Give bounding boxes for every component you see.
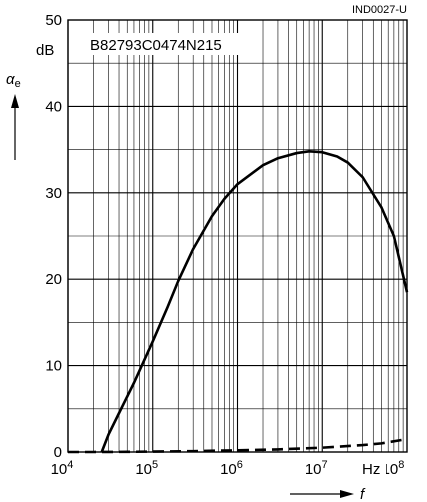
x-tick-label: 105 bbox=[135, 459, 158, 478]
grid bbox=[67, 19, 407, 453]
x-tick-labels: 104 105 106 107 108 bbox=[51, 459, 405, 478]
y-axis-symbol: α bbox=[6, 71, 15, 88]
x-tick-label: 107 bbox=[305, 459, 328, 478]
part-number-box bbox=[86, 33, 246, 55]
x-unit-box bbox=[356, 458, 386, 478]
x-tick-label: 104 bbox=[51, 459, 74, 478]
part-number: B82793C0474N215 bbox=[90, 37, 222, 54]
y-tick-labels: 0 10 20 30 40 50 bbox=[45, 12, 62, 461]
figure-code: IND0027-U bbox=[352, 4, 407, 16]
x-axis-arrow-head bbox=[340, 490, 354, 498]
y-tick-label: 50 bbox=[45, 12, 62, 29]
x-unit: Hz bbox=[362, 461, 380, 478]
y-tick-label: 40 bbox=[45, 98, 62, 115]
plot-frame bbox=[67, 19, 408, 453]
x-axis-label: f bbox=[360, 486, 366, 502]
y-axis-subscript: e bbox=[15, 78, 21, 90]
series-line-solid bbox=[100, 150, 409, 453]
y-axis-arrow-head bbox=[11, 94, 19, 108]
x-tick-label: 106 bbox=[220, 459, 243, 478]
y-tick-label: 0 bbox=[54, 444, 62, 461]
y-axis-label: αe bbox=[6, 71, 21, 90]
y-tick-label: 10 bbox=[45, 358, 62, 375]
y-tick-label: 30 bbox=[45, 185, 62, 202]
y-unit-box bbox=[32, 40, 66, 60]
y-unit: dB bbox=[36, 42, 54, 59]
y-tick-label: 20 bbox=[45, 271, 62, 288]
series-layer bbox=[68, 150, 409, 454]
